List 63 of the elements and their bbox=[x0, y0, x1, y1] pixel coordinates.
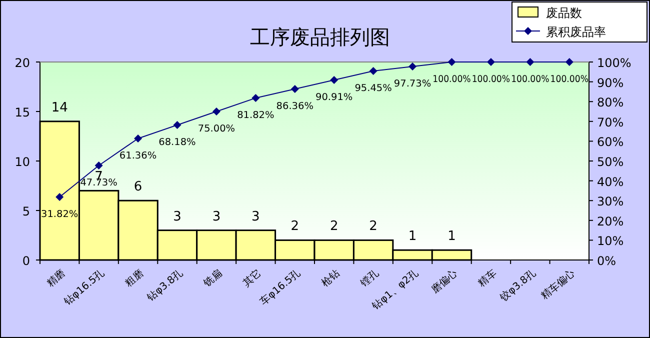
point bbox=[565, 58, 574, 66]
point bbox=[212, 108, 220, 116]
y2-tick-label: 60% bbox=[597, 135, 624, 150]
point bbox=[486, 58, 495, 66]
x-tick-label: 精车 bbox=[476, 267, 499, 290]
data-label: 47.73% bbox=[80, 177, 118, 188]
x-tick-label: 铣扁 bbox=[200, 267, 224, 290]
point bbox=[94, 161, 103, 170]
x-tick-label: 粗磨 bbox=[122, 267, 146, 290]
data-label: 3 bbox=[173, 209, 182, 224]
x-tick-label: 镗孔 bbox=[357, 267, 382, 290]
data-label: 95.45% bbox=[354, 83, 392, 94]
data-label: 1 bbox=[408, 229, 417, 244]
point bbox=[526, 58, 534, 66]
data-label: 2 bbox=[290, 219, 300, 234]
data-label: 75.00% bbox=[198, 124, 236, 134]
y-tick-label: 10 bbox=[14, 155, 30, 169]
data-label: 1 bbox=[448, 229, 456, 244]
point bbox=[408, 62, 417, 70]
data-label: 2 bbox=[330, 219, 338, 234]
point bbox=[369, 67, 378, 76]
y-tick-label: 5 bbox=[22, 204, 30, 218]
y-tick-label: 15 bbox=[14, 106, 30, 120]
data-label: 100.00% bbox=[550, 74, 593, 85]
y2-tick-label: 50% bbox=[597, 155, 624, 169]
data-label: 6 bbox=[134, 180, 142, 195]
y2-tick-label: 20% bbox=[597, 214, 624, 228]
legend-label: 累积废品率 bbox=[546, 25, 606, 39]
data-label: 61.36% bbox=[119, 150, 157, 162]
x-tick-label: 其它 bbox=[240, 267, 264, 290]
y2-tick-label: 40% bbox=[597, 174, 624, 189]
point bbox=[448, 58, 456, 66]
y2-tick-label: 70% bbox=[597, 115, 624, 130]
data-label: 81.82% bbox=[237, 110, 274, 121]
x-tick-label: 枪钻 bbox=[319, 267, 342, 290]
legend-label: 废品数 bbox=[546, 6, 582, 20]
data-label: 2 bbox=[369, 219, 378, 234]
data-label: 3 bbox=[212, 209, 221, 224]
x-tick-label: 精车偏心 bbox=[538, 267, 578, 302]
data-label: 97.73% bbox=[394, 78, 432, 90]
y2-tick-label: 10% bbox=[597, 234, 624, 248]
chart-title: 工序废品排列图 bbox=[250, 25, 390, 49]
y2-tick-label: 80% bbox=[597, 96, 624, 110]
y2-tick-label: 0% bbox=[597, 254, 616, 268]
data-label: 86.36% bbox=[276, 101, 314, 112]
point bbox=[330, 76, 338, 84]
y2-tick-label: 90% bbox=[597, 76, 624, 90]
y2-tick-label: 100% bbox=[597, 56, 632, 70]
x-tick-label: 精磨 bbox=[44, 267, 68, 290]
point bbox=[252, 94, 260, 102]
point bbox=[56, 192, 64, 201]
data-label: 68.18% bbox=[158, 137, 196, 148]
data-label: 3 bbox=[252, 209, 260, 224]
y-tick-label: 20 bbox=[14, 56, 30, 70]
data-label: 31.82% bbox=[41, 208, 78, 220]
point bbox=[290, 85, 299, 94]
point bbox=[173, 121, 182, 130]
data-label: 90.91% bbox=[316, 92, 353, 103]
y-tick-label: 0 bbox=[22, 254, 30, 268]
data-label: 14 bbox=[51, 100, 68, 116]
point bbox=[134, 134, 142, 143]
y2-tick-label: 30% bbox=[597, 194, 624, 209]
x-tick-label: 磨偏心 bbox=[428, 267, 460, 296]
